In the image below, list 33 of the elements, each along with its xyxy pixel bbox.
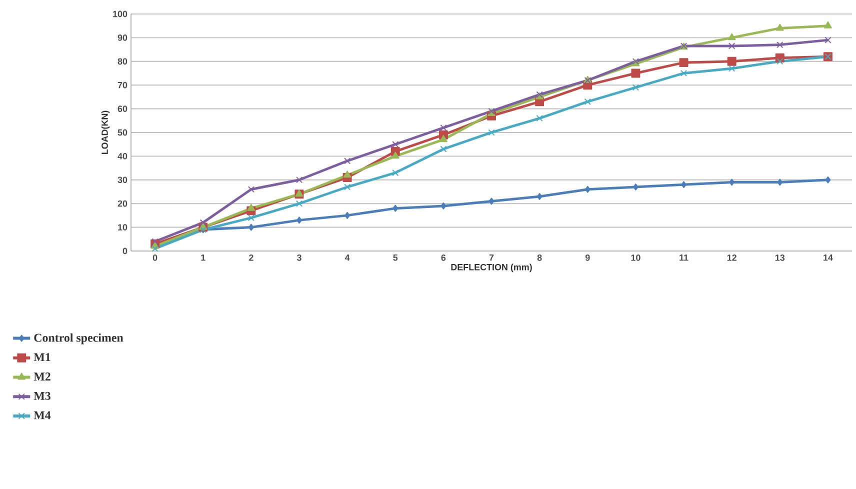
y-tick-label: 90 <box>118 34 128 41</box>
y-tick-label: 60 <box>118 106 128 112</box>
x-tick-label: 14 <box>824 254 833 261</box>
x-tick-label: 13 <box>775 254 785 261</box>
x-tick-label: 0 <box>152 254 158 261</box>
x-tick-label: 2 <box>248 254 254 261</box>
x-tick-label: 7 <box>489 254 494 261</box>
x-tick-label: 6 <box>441 254 446 261</box>
x-tick-label: 12 <box>727 254 736 261</box>
x-axis-title: DEFLECTION (mm) <box>451 264 532 272</box>
x-tick-label: 3 <box>296 254 302 261</box>
legend-label: M2 <box>34 372 50 380</box>
legend-label: M4 <box>34 411 51 420</box>
y-tick-label: 50 <box>118 129 128 136</box>
y-tick-label: 0 <box>122 248 128 254</box>
x-tick-label: 10 <box>631 254 640 261</box>
y-tick-label: 10 <box>118 224 128 230</box>
y-tick-label: 30 <box>118 176 128 184</box>
legend-label: M1 <box>34 353 50 362</box>
y-axis-title: LOAD(KN) <box>101 110 110 154</box>
x-tick-label: 4 <box>344 254 350 261</box>
x-tick-label: 9 <box>585 254 590 261</box>
y-tick-label: 20 <box>118 200 128 207</box>
y-tick-label: 40 <box>118 153 128 160</box>
legend-label: M3 <box>34 392 50 400</box>
x-tick-label: 11 <box>680 254 688 261</box>
x-tick-label: 8 <box>537 254 542 261</box>
x-tick-label: 1 <box>201 254 206 261</box>
legend-label: Control specimen <box>34 333 124 344</box>
x-tick-label: 5 <box>393 254 398 261</box>
y-tick-label: 80 <box>118 58 128 65</box>
y-tick-label: 70 <box>118 82 128 88</box>
y-tick-label: 100 <box>113 10 128 18</box>
